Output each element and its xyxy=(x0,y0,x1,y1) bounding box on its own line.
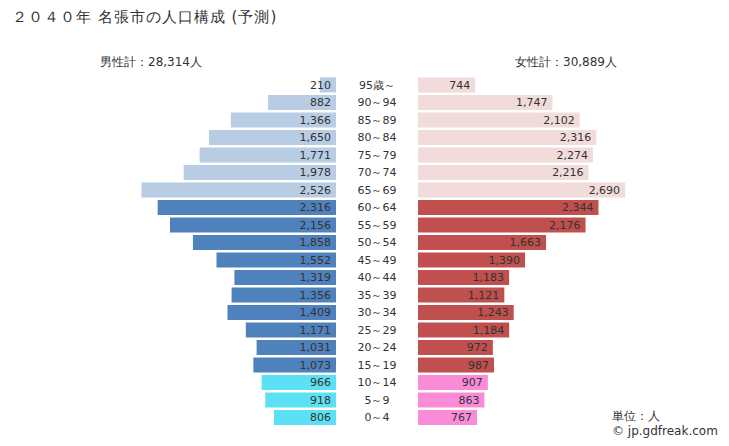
svg-text:882: 882 xyxy=(310,96,331,109)
html-text:単位：人: 単位：人 xyxy=(612,409,660,423)
svg-text:1,121: 1,121 xyxy=(468,289,500,302)
svg-text:2,316: 2,316 xyxy=(560,131,592,144)
svg-text:1,366: 1,366 xyxy=(300,114,332,127)
svg-text:2,102: 2,102 xyxy=(543,114,575,127)
svg-text:1,184: 1,184 xyxy=(473,324,505,337)
svg-text:1,409: 1,409 xyxy=(300,306,332,319)
svg-text:75～79: 75～79 xyxy=(358,149,397,162)
svg-text:987: 987 xyxy=(468,359,489,372)
svg-text:55～59: 55～59 xyxy=(358,219,397,232)
svg-text:85～89: 85～89 xyxy=(358,114,397,127)
svg-text:2,344: 2,344 xyxy=(562,201,594,214)
svg-text:10～14: 10～14 xyxy=(358,376,397,389)
svg-text:2,216: 2,216 xyxy=(552,166,584,179)
svg-text:2,690: 2,690 xyxy=(589,184,621,197)
svg-text:972: 972 xyxy=(467,341,488,354)
svg-text:50～54: 50～54 xyxy=(358,236,397,249)
svg-text:744: 744 xyxy=(449,79,470,92)
svg-text:918: 918 xyxy=(310,394,331,407)
svg-text:1,771: 1,771 xyxy=(300,149,332,162)
svg-text:2,176: 2,176 xyxy=(549,219,581,232)
svg-text:40～44: 40～44 xyxy=(358,271,397,284)
svg-text:2,316: 2,316 xyxy=(300,201,332,214)
svg-text:35～39: 35～39 xyxy=(358,289,397,302)
svg-text:907: 907 xyxy=(462,376,483,389)
svg-text:1,031: 1,031 xyxy=(300,341,332,354)
svg-text:1,356: 1,356 xyxy=(300,289,332,302)
svg-text:60～64: 60～64 xyxy=(358,201,397,214)
html-text:男性計：28,314人: 男性計：28,314人 xyxy=(100,55,202,69)
svg-text:1,552: 1,552 xyxy=(300,254,332,267)
html-text:© jp.gdfreak.com: © jp.gdfreak.com xyxy=(612,424,718,438)
svg-text:2,526: 2,526 xyxy=(300,184,332,197)
svg-text:1,663: 1,663 xyxy=(510,236,542,249)
svg-text:806: 806 xyxy=(310,411,331,424)
svg-text:80～84: 80～84 xyxy=(358,131,397,144)
svg-text:1,978: 1,978 xyxy=(300,166,332,179)
svg-text:1,747: 1,747 xyxy=(516,96,548,109)
svg-text:966: 966 xyxy=(310,376,331,389)
svg-text:2,274: 2,274 xyxy=(557,149,589,162)
svg-text:1,390: 1,390 xyxy=(489,254,521,267)
svg-text:1,650: 1,650 xyxy=(300,131,332,144)
svg-text:95歳～: 95歳～ xyxy=(359,79,395,92)
svg-text:70～74: 70～74 xyxy=(358,166,397,179)
svg-text:210: 210 xyxy=(310,79,331,92)
svg-text:2,156: 2,156 xyxy=(300,219,332,232)
svg-text:65～69: 65～69 xyxy=(358,184,397,197)
svg-text:20～24: 20～24 xyxy=(358,341,397,354)
svg-text:1,319: 1,319 xyxy=(300,271,332,284)
svg-text:45～49: 45～49 xyxy=(358,254,397,267)
svg-text:90～94: 90～94 xyxy=(358,96,397,109)
svg-text:1,073: 1,073 xyxy=(300,359,332,372)
svg-text:1,858: 1,858 xyxy=(300,236,332,249)
svg-text:863: 863 xyxy=(458,394,479,407)
svg-text:1,171: 1,171 xyxy=(300,324,332,337)
svg-text:0～4: 0～4 xyxy=(365,411,390,424)
html-text:２０４０年 名張市の人口構成 (予測): ２０４０年 名張市の人口構成 (予測) xyxy=(12,8,278,26)
svg-text:767: 767 xyxy=(451,411,472,424)
svg-text:1,243: 1,243 xyxy=(477,306,509,319)
svg-text:5～9: 5～9 xyxy=(365,394,390,407)
svg-text:15～19: 15～19 xyxy=(358,359,397,372)
html-text:女性計：30,889人: 女性計：30,889人 xyxy=(515,55,617,69)
svg-text:25～29: 25～29 xyxy=(358,324,397,337)
svg-text:30～34: 30～34 xyxy=(358,306,397,319)
svg-text:1,183: 1,183 xyxy=(473,271,505,284)
